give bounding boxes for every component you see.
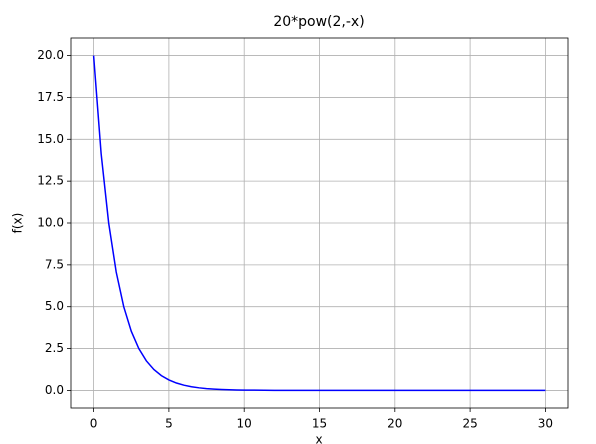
x-axis-label: x bbox=[315, 433, 322, 444]
x-tick-label: 25 bbox=[462, 417, 477, 431]
y-tick-label: 10.0 bbox=[37, 216, 64, 230]
plot-frame bbox=[70, 37, 569, 409]
y-tick-label: 15.0 bbox=[37, 132, 64, 146]
chart-title: 20*pow(2,-x) bbox=[273, 14, 364, 30]
x-tick-label: 30 bbox=[538, 417, 553, 431]
x-tick-label: 15 bbox=[312, 417, 327, 431]
y-tick-label: 2.5 bbox=[45, 341, 64, 355]
y-tick-label: 0.0 bbox=[45, 383, 64, 397]
y-tick-label: 7.5 bbox=[45, 257, 64, 271]
x-tick-label: 10 bbox=[237, 417, 252, 431]
y-tick-label: 20.0 bbox=[37, 48, 64, 62]
x-tick-label: 0 bbox=[90, 417, 98, 431]
x-tick-label: 5 bbox=[165, 417, 173, 431]
x-tick-label: 20 bbox=[387, 417, 402, 431]
y-tick-label: 17.5 bbox=[37, 90, 64, 104]
y-axis-label: f(x) bbox=[11, 213, 25, 234]
y-tick-label: 12.5 bbox=[37, 174, 64, 188]
y-tick-label: 5.0 bbox=[45, 299, 64, 313]
line-series bbox=[92, 55, 546, 392]
